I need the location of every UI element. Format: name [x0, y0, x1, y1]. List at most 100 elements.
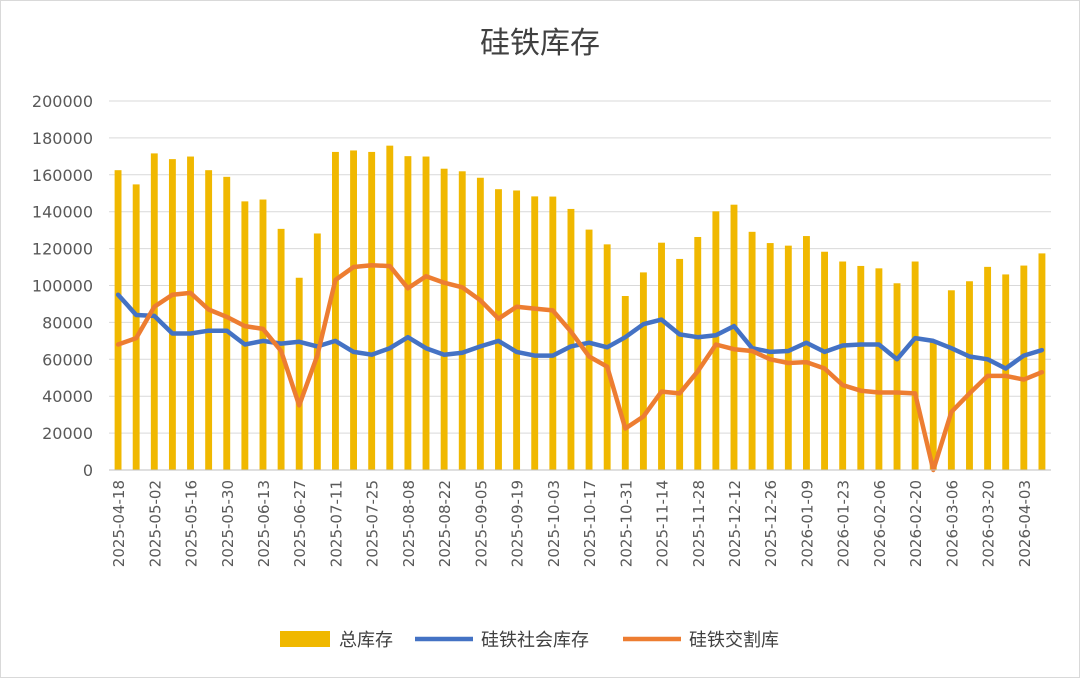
series-line-1 — [115, 292, 1045, 371]
bar — [332, 151, 339, 470]
x-axis: 2025-04-18 2025-05-02 2025-05-16 2025-05-30… — [109, 469, 1051, 567]
bar — [603, 244, 611, 470]
bar — [168, 159, 176, 470]
bar — [766, 243, 774, 470]
y-tick-label: 40000 — [42, 387, 93, 406]
bar — [730, 204, 738, 470]
bar — [658, 242, 665, 470]
y-tick-label: 160000 — [32, 166, 93, 185]
bar — [621, 296, 629, 470]
x-tick-label: 2025-08-08 — [400, 480, 418, 567]
bar — [114, 170, 122, 470]
bar — [241, 201, 249, 471]
bar-series-total-inventory — [114, 145, 1046, 471]
x-tick-label: 2025-11-28 — [690, 480, 708, 567]
legend-label: 硅铁交割库 — [689, 630, 779, 651]
x-tick-label: 2025-07-25 — [364, 480, 382, 567]
bar — [784, 245, 792, 470]
bar — [404, 156, 412, 470]
x-tick-label: 2026-03-20 — [980, 480, 998, 567]
line-series — [115, 262, 1045, 473]
y-tick-label: 100000 — [32, 277, 93, 296]
y-tick-label: 0 — [83, 461, 93, 480]
bar — [712, 211, 720, 470]
bar — [911, 261, 919, 470]
bar — [803, 236, 810, 470]
bar — [223, 176, 231, 470]
x-tick-label: 2025-10-03 — [545, 480, 563, 567]
bar — [694, 236, 702, 470]
legend-swatch-bar — [280, 631, 330, 647]
bar — [1038, 253, 1046, 470]
x-tick-label: 2026-01-09 — [798, 480, 816, 567]
y-tick-label: 140000 — [32, 203, 93, 222]
bar — [531, 196, 539, 470]
x-tick-label: 2025-09-19 — [509, 480, 527, 567]
x-tick-label: 2025-10-17 — [581, 480, 599, 567]
x-tick-label: 2025-08-22 — [436, 480, 454, 567]
bar — [422, 156, 430, 471]
bar — [386, 145, 394, 471]
legend-label: 硅铁社会库存 — [481, 630, 589, 651]
bar — [458, 171, 466, 470]
x-tick-label: 2025-05-16 — [183, 480, 201, 567]
x-tick-label: 2026-03-06 — [943, 480, 961, 567]
legend-label: 总库存 — [339, 630, 393, 651]
y-tick-label: 20000 — [42, 424, 93, 443]
bar — [567, 208, 575, 470]
x-tick-label: 2025-04-18 — [110, 480, 128, 567]
bar — [893, 283, 901, 470]
y-tick-label: 180000 — [32, 129, 93, 148]
bar — [639, 272, 647, 470]
bar — [875, 268, 883, 470]
bar — [857, 265, 865, 470]
bar — [295, 277, 303, 470]
bar — [513, 190, 521, 471]
bar — [350, 150, 357, 471]
x-tick-label: 2025-06-13 — [255, 480, 273, 567]
bar — [839, 261, 847, 470]
x-tick-label: 2025-09-05 — [472, 480, 490, 567]
bar — [259, 199, 267, 470]
series-line-2 — [115, 262, 1045, 473]
gridlines — [109, 100, 1051, 471]
bar — [440, 168, 448, 471]
bar — [947, 290, 955, 470]
bar — [205, 170, 213, 470]
y-tick-label: 200000 — [32, 92, 93, 111]
bar — [132, 184, 140, 471]
bar — [984, 266, 992, 470]
x-tick-label: 2025-05-30 — [219, 480, 237, 567]
bar — [929, 342, 937, 470]
y-tick-label: 120000 — [32, 240, 93, 259]
x-tick-label: 2026-02-06 — [871, 480, 889, 567]
x-tick-label: 2025-06-27 — [291, 480, 309, 567]
chart-title: 硅铁库存 — [480, 26, 600, 61]
bar — [187, 156, 194, 471]
x-tick-label: 2025-11-14 — [654, 480, 672, 567]
y-axis: 0 20000 40000 60000 80000 100000 120000 140000 1… — [32, 92, 93, 480]
bar — [1002, 274, 1010, 470]
x-tick-label: 2025-12-12 — [726, 480, 744, 567]
y-tick-label: 60000 — [42, 350, 93, 369]
bar — [476, 177, 484, 470]
bar — [150, 153, 158, 470]
x-tick-label: 2026-04-03 — [1016, 480, 1034, 567]
legend: 总库存 硅铁社会库存 硅铁交割库 — [280, 630, 779, 651]
bar — [821, 251, 828, 470]
bar — [549, 196, 557, 471]
x-tick-label: 2025-05-02 — [146, 480, 164, 567]
x-tick-label: 2026-02-20 — [907, 480, 925, 567]
y-tick-label: 80000 — [42, 313, 93, 332]
bar — [368, 151, 376, 470]
bar — [676, 258, 684, 470]
bar — [495, 189, 502, 471]
x-tick-label: 2025-10-31 — [617, 480, 635, 567]
bar — [1020, 265, 1028, 470]
bar — [585, 229, 593, 470]
x-tick-label: 2025-07-11 — [327, 480, 345, 567]
bar — [966, 281, 973, 470]
x-tick-label: 2025-12-26 — [762, 480, 780, 567]
